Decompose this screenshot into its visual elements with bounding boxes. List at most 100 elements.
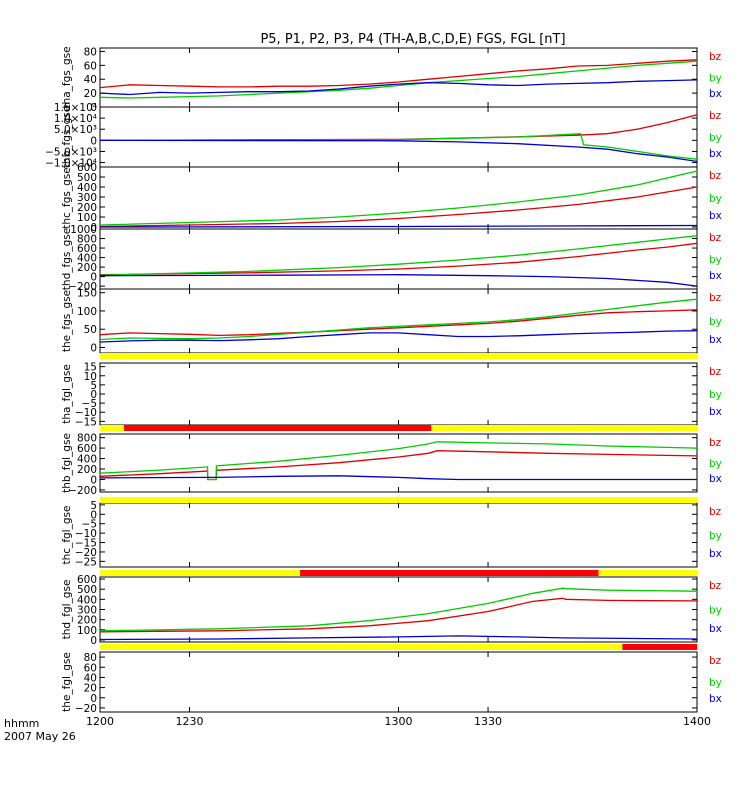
legend-bx: bx [709,406,722,418]
y-tick-label: 1000 [70,224,97,236]
availability-segment-yellow [100,570,300,576]
y-tick-label: 50 [84,324,97,336]
availability-segment-yellow [598,570,697,576]
series-line-bx [99,79,698,96]
series-line-bz [99,309,698,337]
panel-frame [99,651,698,713]
y-tick-label: 0 [90,389,97,401]
y-tick-label: 80 [84,46,97,58]
panel-the_fgs_gse: 150 100 50 0 the_fgs_gse bz by bx [61,288,722,355]
y-axis-label: the_fgl_gse [61,652,73,712]
y-tick-label: 0 [90,343,97,355]
availability-segment-red [299,570,599,576]
y-tick-label: −5 [82,398,97,410]
legend-bx: bx [709,210,722,222]
y-tick-label: 400 [77,594,97,606]
series-line-by [99,60,698,99]
series-line-bx [99,224,698,228]
panel-frame [99,502,698,568]
series-line-bx [99,139,698,163]
y-tick-label: 600 [77,574,97,586]
legend-bz: bz [709,366,722,378]
y-tick-label: −15 [75,416,97,428]
y-tick-label: 400 [77,454,97,466]
y-tick-label: 500 [77,584,97,596]
y-tick-label: 800 [77,234,97,246]
legend-bx: bx [709,148,722,160]
y-tick-label: 0 [90,222,97,234]
y-tick-label: −200 [68,281,97,293]
date-label: 2007 May 26 [4,730,76,743]
time-axis: 1200 1230 1300 1330 1400 [86,715,711,728]
y-tick-label: 1.0×10⁴ [54,113,97,125]
availability-segment-red [123,425,432,431]
y-tick-label: 200 [77,464,97,476]
panel-thb_fgs_gse: 1.5×10⁴1.0×10⁴5.0×10³0−5.0×10³−1.0×10⁴th… [45,102,722,170]
availability-segment-red [622,644,697,650]
legend-bx: bx [709,693,722,705]
legend-bx: bx [709,548,722,560]
panel-frame [99,47,698,108]
panel-frame [99,433,698,493]
legend-by: by [709,677,722,689]
x-tick-label: 1200 [86,715,114,728]
y-tick-label: 100 [77,212,97,224]
y-tick-label: −10 [75,407,97,419]
y-axis-label: thc_fgs_gse [61,167,73,228]
y-tick-label: −15 [75,538,97,550]
series-line-by [99,441,698,481]
availability-segment-yellow [431,425,697,431]
panel-frame [99,106,698,168]
y-tick-label: 600 [77,243,97,255]
y-tick-label: 20 [84,683,97,695]
y-axis-label: tha_fgs_gse [61,46,73,108]
series-line-by [99,587,698,632]
availability-bars-layer [100,353,697,650]
y-tick-label: 1.5×10⁴ [54,102,97,114]
legend-bx: bx [709,334,722,346]
series-line-by [99,170,698,226]
availability-segment-yellow [100,353,697,359]
y-tick-label: 5 [90,500,97,512]
plot-title: P5, P1, P2, P3, P4 (TH-A,B,C,D,E) FGS, F… [260,32,565,47]
y-tick-label: 0 [90,693,97,705]
y-tick-label: −5.0×10³ [45,146,97,158]
series-line-bx [99,330,698,343]
x-tick-label: 1230 [176,715,204,728]
panel-frame [99,576,698,643]
y-tick-label: −200 [68,485,97,497]
y-tick-label: −25 [75,556,97,568]
y-tick-label: −1.0×10⁴ [45,158,97,170]
panel-frame [99,166,698,230]
legend-bz: bz [709,170,722,182]
y-tick-label: 0 [90,509,97,521]
legend-bz: bz [709,232,722,244]
legend-bz: bz [709,655,722,667]
series-line-by [99,298,698,341]
y-tick-label: 200 [77,615,97,627]
y-tick-label: 15 [84,362,97,374]
y-tick-label: 40 [84,74,97,86]
y-tick-label: 20 [84,88,97,100]
x-tick-label: 1400 [683,715,711,728]
y-tick-label: 150 [77,288,97,300]
panel-frame [99,288,698,354]
y-tick-label: 0 [90,635,97,647]
y-tick-label: 400 [77,182,97,194]
series-line-bx [99,274,698,287]
y-tick-label: 5 [90,380,97,392]
x-tick-label: 1300 [385,715,413,728]
legend-by: by [709,316,722,328]
legend-bx: bx [709,88,722,100]
y-tick-label: 600 [77,162,97,174]
y-axis-label: thb_fgs_gse [61,106,73,168]
y-tick-label: 100 [77,625,97,637]
legend-by: by [709,389,722,401]
y-tick-label: −5 [82,519,97,531]
y-tick-label: −20 [75,703,97,715]
y-tick-label: 5.0×10³ [54,124,97,136]
